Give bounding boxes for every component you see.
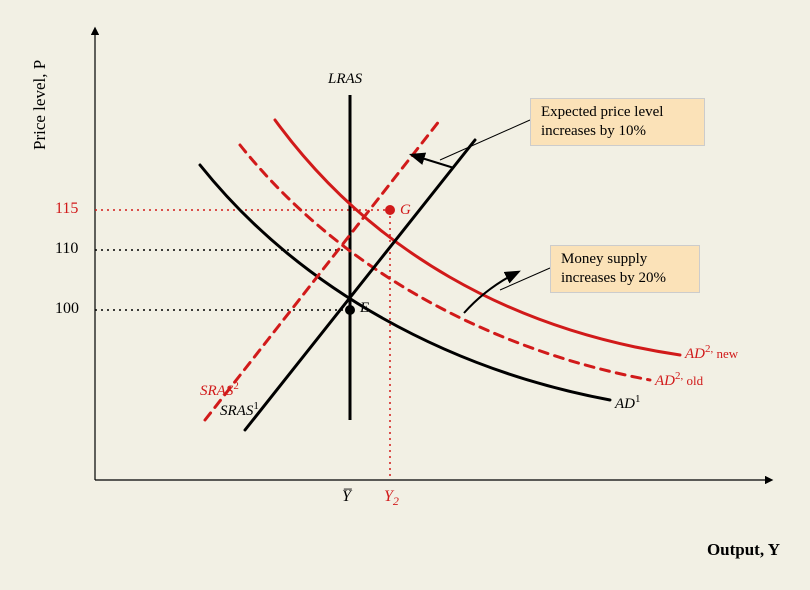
x-tick-ybar: Y̅ (342, 488, 351, 506)
ad2new-label: AD2, new (685, 343, 738, 363)
chart-root: Price level, P Output, Y 100 110 115 Y̅ … (0, 0, 810, 590)
y-tick-115: 115 (55, 200, 78, 218)
y-tick-110: 110 (55, 240, 78, 258)
point-g-label: G (400, 202, 411, 219)
lras-label: LRAS (328, 71, 362, 88)
ad1-label: AD1 (615, 393, 641, 413)
y-tick-100: 100 (55, 300, 79, 318)
point-e-label: E (360, 300, 369, 317)
y-axis-label: Price level, P (30, 60, 50, 150)
x-axis-label: Output, Y (707, 540, 780, 560)
ad2old-label: AD2, old (655, 370, 703, 390)
annotation-money-supply: Money supplyincreases by 20% (550, 245, 700, 293)
x-tick-y2: Y2 (384, 488, 399, 509)
sras1-label: SRAS1 (220, 400, 259, 420)
chart-svg (0, 0, 810, 590)
annotation-expected-price: Expected price levelincreases by 10% (530, 98, 705, 146)
sras2-label: SRAS2 (200, 380, 239, 400)
